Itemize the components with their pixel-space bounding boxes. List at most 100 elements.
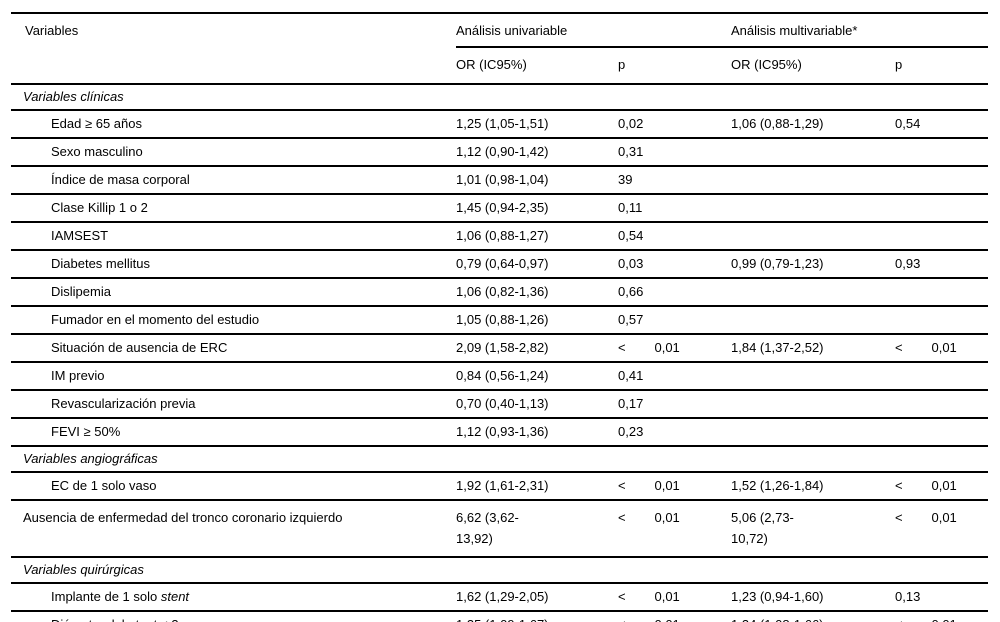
variable-label-cell: Diámetro del stent < 3 mm — [11, 611, 456, 622]
header-p-univariable: p — [618, 47, 731, 85]
table-row: Dislipemia 1,06 (0,82-1,36) 0,66 — [11, 278, 989, 307]
or-univariable-cell: 1,25 (1,05-1,51) — [456, 110, 618, 139]
variable-label-cell: Diabetes mellitus — [11, 250, 456, 279]
or-univariable-cell: 0,79 (0,64-0,97) — [456, 250, 618, 279]
table-row: Índice de masa corporal 1,01 (0,98-1,04)… — [11, 166, 989, 195]
variable-label-cell: IAMSEST — [11, 222, 456, 251]
section-row-angiograficas: Variables angiográficas — [11, 446, 989, 473]
or-multivariable-cell: 1,23 (0,94-1,60) — [731, 583, 895, 612]
p-multivariable-cell — [895, 222, 989, 251]
label-text: < 3 mm — [157, 617, 204, 622]
variable-label-cell: Situación de ausencia de ERC — [11, 334, 456, 363]
label-stent-italic: stent — [128, 617, 156, 622]
p-univariable-cell: < 0,01 — [618, 583, 731, 612]
or-univariable-cell: 1,12 (0,90-1,42) — [456, 138, 618, 167]
or-multivariable-cell — [731, 390, 895, 419]
analysis-table: Variables Análisis univariable Análisis … — [11, 12, 989, 622]
section-label: Variables quirúrgicas — [11, 557, 989, 584]
or-multivariable-cell — [731, 166, 895, 195]
p-univariable-cell: < 0,01 — [618, 472, 731, 501]
or-univariable-cell: 1,12 (0,93-1,36) — [456, 418, 618, 447]
or-multivariable-cell — [731, 362, 895, 391]
p-univariable-cell: 0,54 — [618, 222, 731, 251]
p-univariable-cell: 0,66 — [618, 278, 731, 307]
header-group-multivariable: Análisis multivariable* — [731, 13, 989, 48]
or-univariable-cell: 1,05 (0,88-1,26) — [456, 306, 618, 335]
p-univariable-cell: 0,11 — [618, 194, 731, 223]
p-multivariable-cell: < 0,01 — [895, 334, 989, 363]
variable-label-cell: FEVI ≥ 50% — [11, 418, 456, 447]
section-label: Variables clínicas — [11, 84, 989, 111]
or-multivariable-cell — [731, 138, 895, 167]
p-univariable-cell: < 0,01 — [618, 611, 731, 622]
p-multivariable-cell: 0,93 — [895, 250, 989, 279]
p-univariable-cell: 0,57 — [618, 306, 731, 335]
variable-label-cell: Dislipemia — [11, 278, 456, 307]
or-multivariable-cell: 1,84 (1,37-2,52) — [731, 334, 895, 363]
or-multivariable-cell: 1,52 (1,26-1,84) — [731, 472, 895, 501]
p-univariable-cell: 0,17 — [618, 390, 731, 419]
p-multivariable-cell — [895, 362, 989, 391]
variable-label-cell: Sexo masculino — [11, 138, 456, 167]
p-univariable-cell: 0,23 — [618, 418, 731, 447]
table-row: Situación de ausencia de ERC 2,09 (1,58-… — [11, 334, 989, 363]
section-row-quirurgicas: Variables quirúrgicas — [11, 557, 989, 584]
or-univariable-cell: 1,06 (0,82-1,36) — [456, 278, 618, 307]
header-row-subcolumns: OR (IC95%) p OR (IC95%) p — [11, 47, 989, 85]
table-row: Revascularización previa 0,70 (0,40-1,13… — [11, 390, 989, 419]
p-multivariable-cell — [895, 194, 989, 223]
p-multivariable-cell — [895, 418, 989, 447]
header-or-univariable: OR (IC95%) — [456, 47, 618, 85]
variable-label-cell: Implante de 1 solo stent — [11, 583, 456, 612]
label-stent-italic: stent — [160, 589, 190, 604]
variable-label-cell: Ausencia de enfermedad del tronco corona… — [11, 500, 456, 558]
or-multivariable-cell — [731, 306, 895, 335]
table-row: EC de 1 solo vaso 1,92 (1,61-2,31) < 0,0… — [11, 472, 989, 501]
or-univariable-cell: 0,70 (0,40-1,13) — [456, 390, 618, 419]
p-univariable-cell: 0,41 — [618, 362, 731, 391]
p-univariable-cell: < 0,01 — [618, 334, 731, 363]
table-row: Sexo masculino 1,12 (0,90-1,42) 0,31 — [11, 138, 989, 167]
section-label: Variables angiográficas — [11, 446, 989, 473]
header-row-groups: Variables Análisis univariable Análisis … — [11, 13, 989, 85]
label-text: Implante de 1 solo — [51, 589, 161, 604]
table-row: Fumador en el momento del estudio 1,05 (… — [11, 306, 989, 335]
p-multivariable-cell: < 0,01 — [895, 500, 989, 558]
variable-label-cell: Clase Killip 1 o 2 — [11, 194, 456, 223]
or-multivariable-cell: 5,06 (2,73- 10,72) — [731, 500, 895, 558]
table-row: IAMSEST 1,06 (0,88-1,27) 0,54 — [11, 222, 989, 251]
p-multivariable-cell — [895, 138, 989, 167]
p-univariable-cell: 0,31 — [618, 138, 731, 167]
or-multivariable-cell — [731, 222, 895, 251]
header-variables: Variables — [11, 13, 456, 85]
variable-label-cell: IM previo — [11, 362, 456, 391]
section-row-clinicas: Variables clínicas — [11, 84, 989, 111]
p-multivariable-cell: 0,54 — [895, 110, 989, 139]
table-row: Clase Killip 1 o 2 1,45 (0,94-2,35) 0,11 — [11, 194, 989, 223]
header-or-multivariable: OR (IC95%) — [731, 47, 895, 85]
p-univariable-cell: 0,03 — [618, 250, 731, 279]
or-univariable-cell: 0,84 (0,56-1,24) — [456, 362, 618, 391]
p-multivariable-cell — [895, 390, 989, 419]
or-multivariable-cell — [731, 418, 895, 447]
or-univariable-cell: 1,35 (1,09-1,67) — [456, 611, 618, 622]
p-multivariable-cell — [895, 306, 989, 335]
p-multivariable-cell: < 0,01 — [895, 472, 989, 501]
p-univariable-cell: 0,02 — [618, 110, 731, 139]
p-univariable-cell: < 0,01 — [618, 500, 731, 558]
or-univariable-cell: 6,62 (3,62- 13,92) — [456, 500, 618, 558]
table-row: Implante de 1 solo stent 1,62 (1,29-2,05… — [11, 583, 989, 612]
or-univariable-cell: 2,09 (1,58-2,82) — [456, 334, 618, 363]
or-univariable-cell: 1,01 (0,98-1,04) — [456, 166, 618, 195]
variable-label-cell: Índice de masa corporal — [11, 166, 456, 195]
or-univariable-cell: 1,92 (1,61-2,31) — [456, 472, 618, 501]
or-multivariable-cell — [731, 194, 895, 223]
or-multivariable-cell — [731, 278, 895, 307]
table-row: Edad ≥ 65 años 1,25 (1,05-1,51) 0,02 1,0… — [11, 110, 989, 139]
p-multivariable-cell: 0,13 — [895, 583, 989, 612]
or-univariable-cell: 1,06 (0,88-1,27) — [456, 222, 618, 251]
or-multivariable-cell: 1,34 (1,08-1,66) — [731, 611, 895, 622]
variable-label-cell: EC de 1 solo vaso — [11, 472, 456, 501]
table-row: Diabetes mellitus 0,79 (0,64-0,97) 0,03 … — [11, 250, 989, 279]
